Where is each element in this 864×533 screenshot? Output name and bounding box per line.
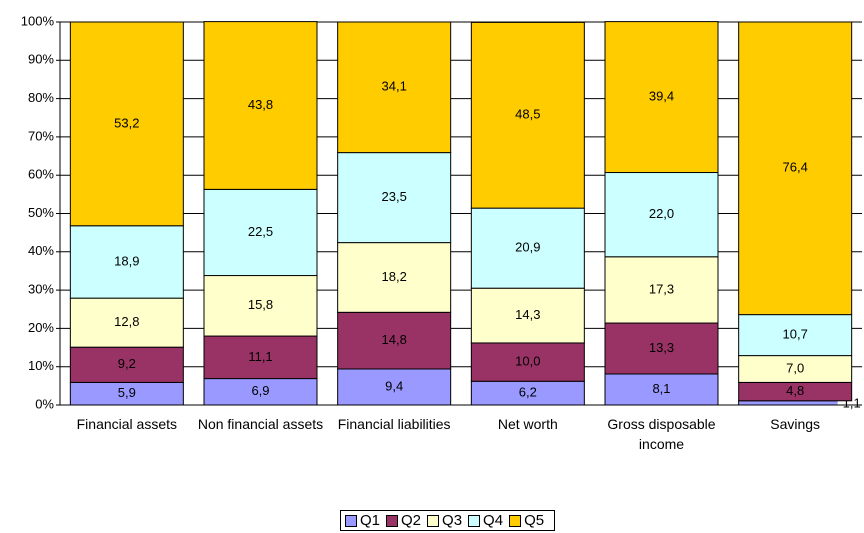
data-label: 18,2 (382, 269, 407, 284)
bar-segment (738, 314, 853, 357)
bar-segment (69, 225, 184, 299)
data-label: 8,1 (652, 381, 670, 396)
bar-segment (604, 373, 719, 406)
y-tick-label: 100% (21, 13, 55, 28)
bar-segment (337, 242, 452, 313)
y-tick-label: 60% (28, 167, 54, 182)
bar-segment (604, 256, 719, 324)
x-tick-label: Net worth (497, 416, 558, 432)
bar-segment (738, 400, 853, 406)
bar-segment (69, 346, 184, 383)
data-label: 6,9 (251, 383, 269, 398)
legend-item: Q3 (427, 512, 462, 529)
data-label: 53,2 (114, 115, 139, 130)
legend-swatch (509, 514, 522, 527)
bar-segment (203, 275, 318, 337)
chart: 0% 10% 20% 30% 40% 50% 60% 70% 80% 90% 100% 5,9 9,2 1… (21, 13, 864, 413)
bar-segment (69, 297, 184, 348)
y-tick-label: 30% (28, 282, 54, 297)
bar-segment (470, 207, 585, 289)
bar-segment (69, 21, 184, 227)
data-label: 14,3 (515, 307, 540, 322)
y-tick-label: 10% (28, 358, 54, 373)
x-tick-label: Non financial assets (197, 416, 324, 432)
legend-item: Q1 (345, 512, 380, 529)
data-label: 9,2 (118, 356, 136, 371)
x-tick-label: Savings (770, 416, 821, 432)
legend-item: Q5 (509, 512, 544, 529)
y-tick-label: 80% (28, 90, 54, 105)
bar-segment (738, 355, 853, 383)
bar-segment (203, 378, 318, 406)
legend-label: Q3 (442, 512, 463, 529)
data-label: 43,8 (248, 97, 273, 112)
legend-item: Q2 (386, 512, 421, 529)
x-tick-label: Financial liabilities (337, 416, 451, 432)
bar-segment (337, 152, 452, 244)
data-label: 34,1 (382, 79, 407, 94)
y-tick-label: 20% (28, 320, 54, 335)
y-tick-label: 70% (28, 128, 54, 143)
y-tick-label: 40% (28, 243, 54, 258)
y-tick-label: 50% (28, 205, 54, 220)
data-label: 5,9 (118, 385, 136, 400)
data-label: 6,2 (519, 385, 537, 400)
legend-label: Q5 (524, 512, 545, 529)
data-label: 13,3 (649, 340, 674, 355)
data-label: 7,0 (786, 360, 804, 375)
legend-label: Q2 (401, 512, 422, 529)
data-label: 20,9 (515, 240, 540, 255)
y-tick-label: 0% (35, 396, 54, 411)
data-label: 10,7 (783, 327, 808, 342)
data-label: 23,5 (382, 189, 407, 204)
data-label: 22,5 (248, 224, 273, 239)
bar-segment (604, 21, 719, 174)
data-label: 76,4 (783, 160, 808, 175)
bar-segment (337, 311, 452, 370)
data-label: 22,0 (649, 206, 674, 221)
legend-swatch (468, 514, 481, 527)
bar-segment (203, 335, 318, 380)
data-label: 39,4 (649, 89, 674, 104)
data-label: 4,8 (786, 383, 804, 398)
data-label: 14,8 (382, 332, 407, 347)
bar-segment (470, 287, 585, 344)
bar-segment (203, 21, 318, 190)
data-label: 18,9 (114, 253, 139, 268)
legend-swatch (386, 514, 399, 527)
bar-segment (738, 21, 853, 316)
legend-swatch (345, 514, 357, 527)
bar-segment (470, 21, 585, 209)
data-label: 11,1 (248, 349, 272, 364)
legend-label: Q4 (483, 512, 504, 529)
legend-label: Q1 (360, 512, 381, 529)
bar-segment (337, 21, 452, 154)
data-label: 10,0 (515, 354, 540, 369)
x-tick-label: Financial assets (76, 416, 178, 432)
bar-segment (337, 368, 452, 406)
data-label: 9,4 (385, 378, 403, 393)
legend: Q1 Q2 Q3 Q4 Q5 (340, 510, 556, 531)
data-label: 48,5 (515, 107, 540, 122)
y-tick-label: 90% (28, 52, 54, 67)
bar-segment (604, 172, 719, 258)
data-label: 12,8 (114, 314, 139, 329)
legend-swatch (427, 514, 440, 527)
data-label: 15,8 (248, 297, 273, 312)
x-tick-label: Gross disposable income (607, 416, 716, 452)
legend-item: Q4 (468, 512, 503, 529)
data-label: 17,3 (649, 281, 674, 296)
